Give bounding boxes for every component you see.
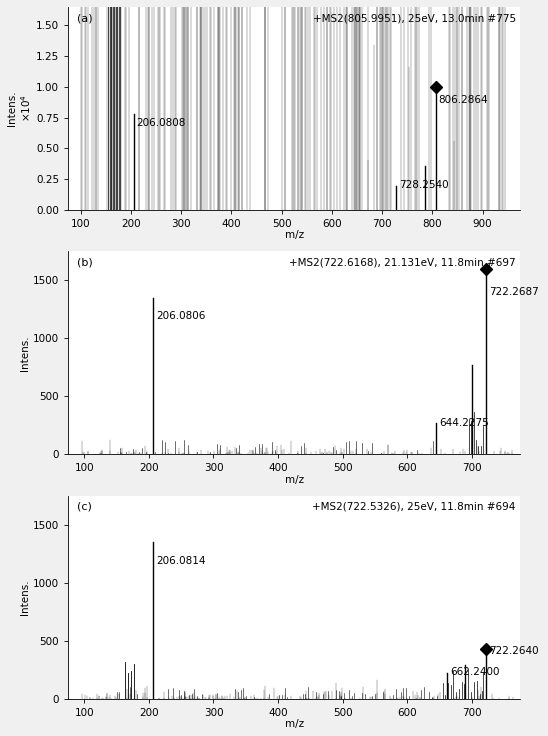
Text: 206.0806: 206.0806 — [156, 311, 206, 321]
Y-axis label: Intens.: Intens. — [20, 335, 30, 371]
Y-axis label: Intens.: Intens. — [20, 579, 30, 615]
Text: (b): (b) — [77, 258, 93, 267]
Text: +MS2(722.6168), 21.131eV, 11.8min #697: +MS2(722.6168), 21.131eV, 11.8min #697 — [289, 258, 516, 267]
Text: +MS2(722.5326), 25eV, 11.8min #694: +MS2(722.5326), 25eV, 11.8min #694 — [312, 502, 516, 512]
Text: 206.0814: 206.0814 — [156, 556, 206, 565]
Text: 722.2640: 722.2640 — [489, 646, 539, 657]
Text: 806.2864: 806.2864 — [438, 95, 488, 105]
X-axis label: m/z: m/z — [284, 719, 304, 729]
Text: 722.2687: 722.2687 — [489, 286, 539, 297]
X-axis label: m/z: m/z — [284, 475, 304, 484]
Text: +MS2(805.9951), 25eV, 13.0min #775: +MS2(805.9951), 25eV, 13.0min #775 — [312, 13, 516, 23]
Text: (c): (c) — [77, 502, 92, 512]
Text: (a): (a) — [77, 13, 93, 23]
Text: 728.2540: 728.2540 — [399, 180, 448, 190]
Text: 644.2275: 644.2275 — [439, 417, 489, 428]
Text: 206.0808: 206.0808 — [136, 118, 186, 128]
Text: 662.2400: 662.2400 — [450, 667, 500, 677]
Y-axis label: Intens.
$\times10^4$: Intens. $\times10^4$ — [7, 91, 33, 126]
X-axis label: m/z: m/z — [284, 230, 304, 240]
